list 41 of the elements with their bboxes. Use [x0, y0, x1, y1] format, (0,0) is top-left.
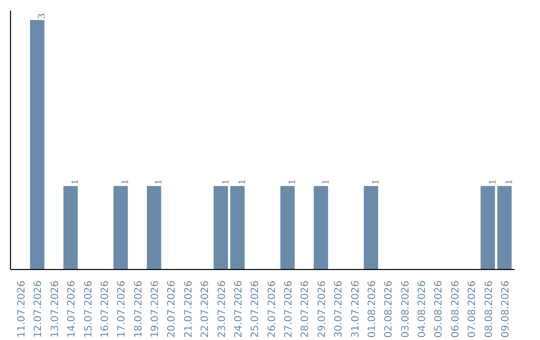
x-tick-label: 13.07.2026	[50, 280, 61, 338]
x-tick-label: 03.08.2026	[400, 280, 412, 338]
x-tick-label: 12.07.2026	[33, 280, 44, 338]
x-tick-label: 28.07.2026	[300, 280, 312, 338]
x-tick-label: 16.07.2026	[100, 280, 111, 338]
x-tick-label: 24.07.2026	[233, 280, 244, 338]
data-label: 3	[36, 13, 48, 18]
x-tick-label: 18.07.2026	[133, 280, 144, 338]
data-label: 1	[320, 179, 332, 184]
x-tick-label: 17.07.2026	[116, 280, 128, 338]
x-tick-label: 11.07.2026	[16, 280, 28, 338]
data-label: 1	[370, 179, 382, 184]
x-tick-label: 29.07.2026	[316, 280, 328, 338]
x-tick-label: 22.07.2026	[200, 280, 212, 338]
data-label: 1	[154, 179, 165, 184]
data-label: 1	[487, 179, 498, 184]
x-tick-label: 14.07.2026	[66, 280, 78, 338]
x-tick-label: 27.07.2026	[284, 280, 295, 338]
data-label: 1	[287, 179, 298, 184]
x-tick-label: 23.07.2026	[216, 280, 228, 338]
x-tick-label: 25.07.2026	[250, 280, 262, 338]
x-tick-label: 07.08.2026	[467, 280, 478, 338]
x-tick-label: 05.08.2026	[434, 280, 445, 338]
x-tick-label: 08.08.2026	[484, 280, 495, 338]
x-tick-label: 21.07.2026	[183, 280, 194, 338]
x-tick-label: 02.08.2026	[384, 280, 395, 338]
data-label: 1	[220, 179, 232, 184]
x-tick-label: 31.07.2026	[350, 280, 362, 338]
data-label: 1	[504, 179, 515, 184]
x-tick-label: 19.07.2026	[150, 280, 162, 338]
x-tick-label: 09.08.2026	[500, 280, 512, 338]
x-tick-label: 15.07.2026	[83, 280, 94, 338]
x-tick-label: 20.07.2026	[166, 280, 178, 338]
data-label: 1	[120, 179, 132, 184]
x-tick-label: 26.07.2026	[266, 280, 278, 338]
x-tick-label: 30.07.2026	[334, 280, 345, 338]
data-label: 1	[70, 179, 82, 184]
x-tick-label: 06.08.2026	[450, 280, 462, 338]
x-tick-label: 01.08.2026	[366, 280, 378, 338]
x-tick-label: 04.08.2026	[417, 280, 428, 338]
data-label: 1	[236, 179, 248, 184]
